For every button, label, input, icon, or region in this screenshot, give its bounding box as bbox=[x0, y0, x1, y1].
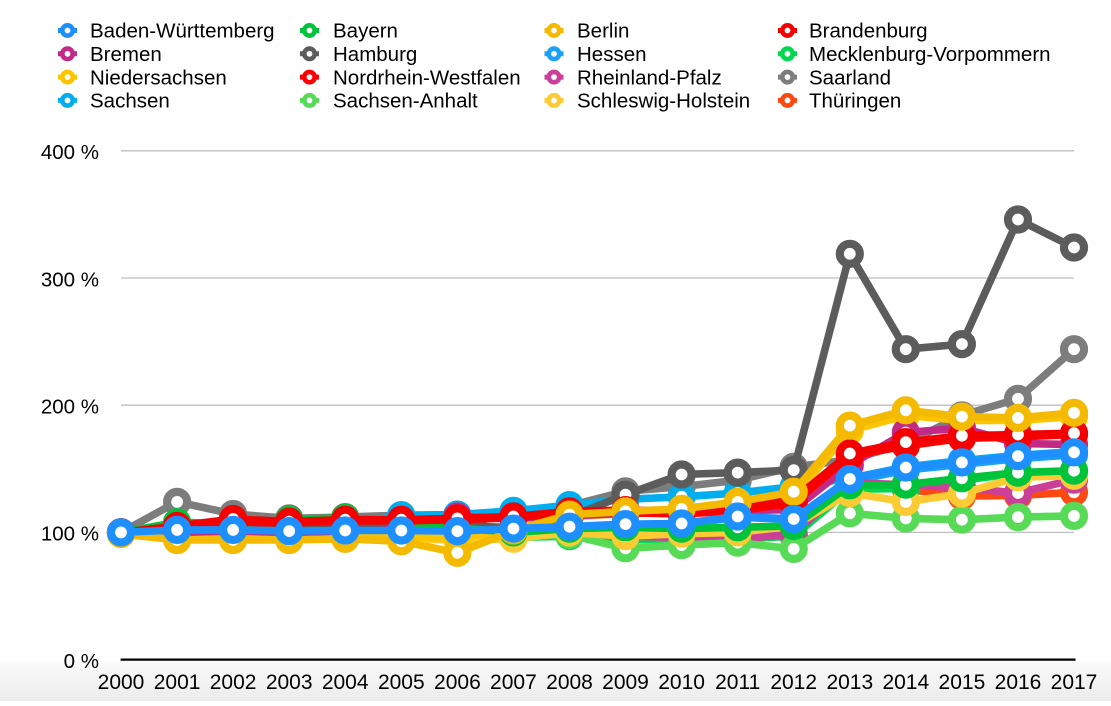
svg-text:400 %: 400 % bbox=[41, 141, 99, 164]
svg-text:2003: 2003 bbox=[266, 671, 313, 694]
svg-text:Saarland: Saarland bbox=[809, 66, 891, 89]
svg-text:2002: 2002 bbox=[210, 671, 257, 694]
svg-text:Sachsen-Anhalt: Sachsen-Anhalt bbox=[333, 90, 478, 113]
svg-text:2000: 2000 bbox=[98, 671, 145, 694]
svg-text:Schleswig-Holstein: Schleswig-Holstein bbox=[577, 90, 750, 113]
svg-text:2009: 2009 bbox=[602, 671, 649, 694]
svg-text:300 %: 300 % bbox=[41, 268, 99, 291]
svg-text:Baden-Württemberg: Baden-Württemberg bbox=[90, 20, 275, 43]
svg-text:2015: 2015 bbox=[939, 671, 986, 694]
svg-text:Niedersachsen: Niedersachsen bbox=[90, 66, 227, 89]
svg-text:2013: 2013 bbox=[826, 671, 873, 694]
svg-text:2005: 2005 bbox=[378, 671, 425, 694]
svg-text:Thüringen: Thüringen bbox=[809, 90, 901, 113]
svg-text:2016: 2016 bbox=[995, 671, 1042, 694]
svg-text:Mecklenburg-Vorpommern: Mecklenburg-Vorpommern bbox=[809, 43, 1051, 66]
svg-text:0 %: 0 % bbox=[64, 650, 99, 673]
svg-text:2004: 2004 bbox=[322, 671, 369, 694]
svg-text:2011: 2011 bbox=[715, 671, 760, 694]
svg-text:Nordrhein-Westfalen: Nordrhein-Westfalen bbox=[333, 66, 521, 89]
svg-text:2007: 2007 bbox=[490, 671, 537, 694]
svg-text:Sachsen: Sachsen bbox=[90, 90, 170, 113]
svg-text:100 %: 100 % bbox=[41, 523, 99, 546]
svg-text:2006: 2006 bbox=[434, 671, 481, 694]
svg-text:200 %: 200 % bbox=[41, 396, 99, 419]
svg-text:Rheinland-Pfalz: Rheinland-Pfalz bbox=[577, 66, 722, 89]
svg-text:2010: 2010 bbox=[658, 671, 705, 694]
svg-text:Hessen: Hessen bbox=[577, 43, 647, 66]
svg-text:Hamburg: Hamburg bbox=[333, 43, 417, 66]
svg-text:Brandenburg: Brandenburg bbox=[809, 20, 928, 43]
svg-text:Bremen: Bremen bbox=[90, 43, 162, 66]
svg-text:2008: 2008 bbox=[546, 671, 593, 694]
svg-text:2012: 2012 bbox=[770, 671, 817, 694]
svg-text:2001: 2001 bbox=[154, 671, 201, 694]
svg-text:2017: 2017 bbox=[1051, 671, 1098, 694]
svg-text:Berlin: Berlin bbox=[577, 20, 629, 43]
svg-text:Bayern: Bayern bbox=[333, 20, 398, 43]
svg-text:2014: 2014 bbox=[882, 671, 929, 694]
